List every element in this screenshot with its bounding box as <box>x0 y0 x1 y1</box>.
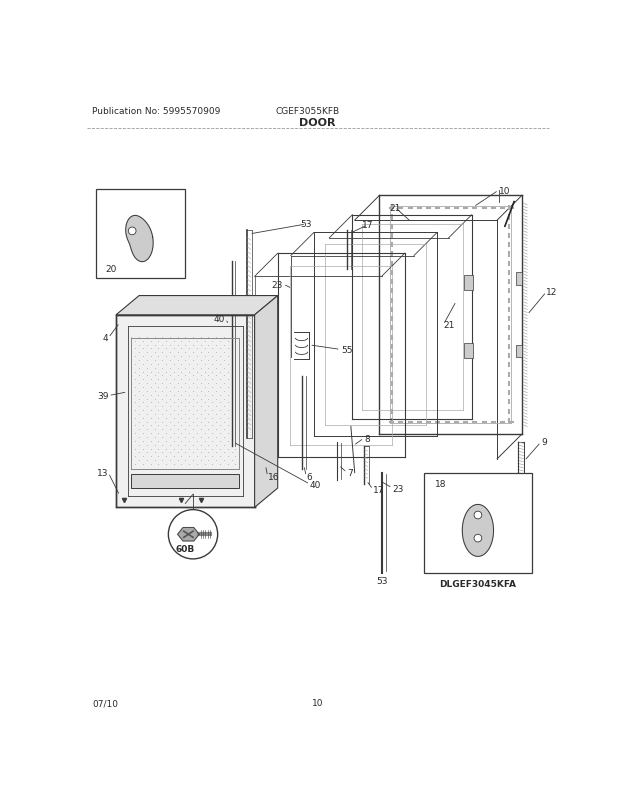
Text: 40: 40 <box>214 314 225 324</box>
Polygon shape <box>126 217 153 262</box>
Text: 53: 53 <box>301 221 312 229</box>
Polygon shape <box>463 504 494 557</box>
Bar <box>464 343 473 358</box>
Circle shape <box>474 535 482 542</box>
Text: 53: 53 <box>376 577 388 585</box>
Text: 39: 39 <box>97 391 108 401</box>
Text: 16: 16 <box>268 472 279 481</box>
Polygon shape <box>116 315 255 508</box>
Bar <box>424 473 532 573</box>
Text: 13: 13 <box>97 468 108 477</box>
Bar <box>516 346 522 358</box>
Text: 9: 9 <box>541 438 547 447</box>
Text: 17: 17 <box>373 485 384 495</box>
Text: DLGEF3045KFA: DLGEF3045KFA <box>440 579 516 589</box>
Text: 8: 8 <box>364 434 370 443</box>
Circle shape <box>128 228 136 236</box>
Bar <box>516 273 522 286</box>
Text: 12: 12 <box>546 288 558 297</box>
Circle shape <box>474 512 482 519</box>
Polygon shape <box>177 528 199 541</box>
Bar <box>464 275 473 291</box>
Text: 20: 20 <box>105 265 117 273</box>
Bar <box>96 190 185 278</box>
Text: 40: 40 <box>310 480 321 489</box>
Text: 10: 10 <box>498 186 510 196</box>
Text: 23: 23 <box>392 484 404 493</box>
Polygon shape <box>116 296 278 315</box>
Text: CGEF3055KFB: CGEF3055KFB <box>275 107 340 116</box>
Text: 55: 55 <box>341 346 352 354</box>
Text: 17: 17 <box>362 221 373 230</box>
Text: 4: 4 <box>103 334 108 343</box>
Text: 10: 10 <box>312 699 324 707</box>
Text: 7: 7 <box>347 468 353 477</box>
Text: Publication No: 5995570909: Publication No: 5995570909 <box>92 107 221 116</box>
Text: 18: 18 <box>435 480 446 488</box>
Text: 6: 6 <box>306 472 312 481</box>
Bar <box>131 475 239 488</box>
Text: 21: 21 <box>443 321 454 330</box>
Circle shape <box>169 510 218 559</box>
Text: 07/10: 07/10 <box>92 699 118 707</box>
Text: 21: 21 <box>389 203 401 213</box>
Text: 60B: 60B <box>175 544 195 553</box>
Polygon shape <box>255 296 278 508</box>
Text: DOOR: DOOR <box>299 118 336 128</box>
Text: 23: 23 <box>272 280 283 290</box>
